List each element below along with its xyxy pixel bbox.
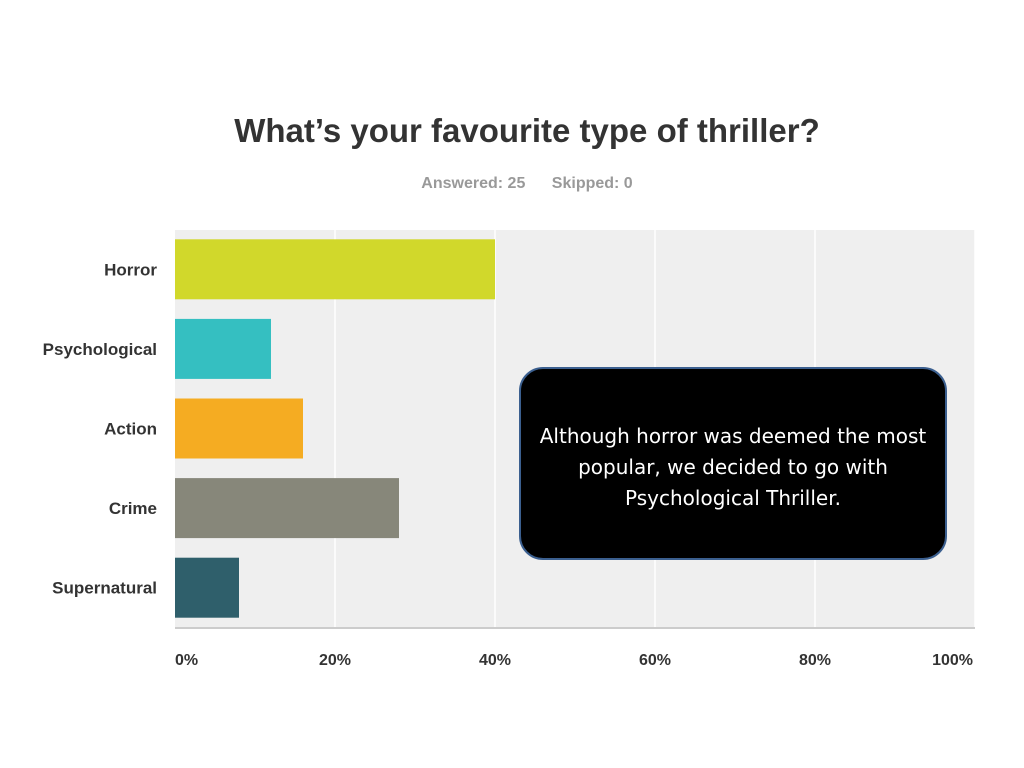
bar-action [175,398,303,459]
x-tick-label: 20% [319,652,351,669]
bars [175,239,495,618]
callout-box: Although horror was deemed the most popu… [519,367,947,560]
bar-horror [175,239,495,300]
category-label: Horror [104,260,157,279]
x-tick-label: 60% [639,652,671,669]
category-labels: Horror Psychological Action Crime Supernatur… [43,260,158,597]
category-label: Crime [109,499,157,518]
bar-supernatural [175,557,239,618]
bar-psychological [175,318,271,379]
response-stats: Answered: 25 Skipped: 0 [0,175,1024,193]
answered-count: Answered: 25 [421,175,526,192]
category-label: Psychological [43,340,157,359]
bar-crime [175,478,399,539]
category-label: Supernatural [52,579,157,598]
x-tick-label: 0% [175,652,198,669]
x-tick-label: 100% [932,652,973,669]
skipped-count: Skipped: 0 [551,175,633,192]
x-tick-label: 80% [799,652,831,669]
callout-text: Although horror was deemed the most popu… [539,424,927,510]
x-tick-labels: 0% 20% 40% 60% 80% 100% [175,652,973,669]
x-tick-label: 40% [479,652,511,669]
chart-title: What’s your favourite type of thriller? [234,112,820,149]
category-label: Action [104,420,157,439]
